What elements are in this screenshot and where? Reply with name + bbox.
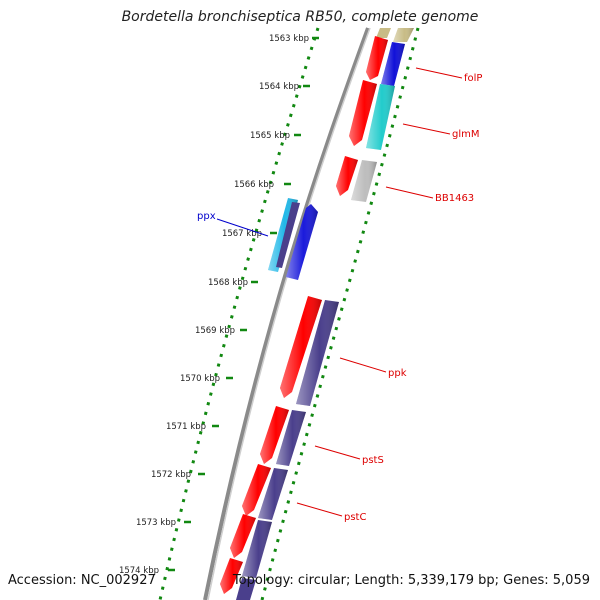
tick-label-1569: 1569 kbp (195, 326, 235, 336)
gene-label-ppx: ppx (197, 211, 216, 222)
gene-cds-5-shade (260, 406, 289, 464)
gene-ppx-partner (276, 202, 300, 268)
gene-olive-top-a (376, 28, 391, 38)
tick-label-1568: 1568 kbp (208, 278, 248, 288)
gene-label-ppk: ppk (388, 368, 407, 379)
tick-label-1563: 1563 kbp (269, 34, 309, 44)
map-title: Bordetella bronchiseptica RB50, complete… (121, 9, 479, 25)
ppx-leader (216, 218, 269, 237)
tick-label-1571: 1571 kbp (166, 422, 206, 432)
gene-ppk-shade (296, 300, 339, 406)
gene-pstS-shade (276, 410, 306, 466)
gene-label-folP: folP (464, 73, 482, 84)
gene-label-pstC: pstC (344, 512, 366, 523)
gene-cds-8-shade (220, 558, 243, 594)
tick-label-1572: 1572 kbp (151, 470, 191, 480)
gene-pstC-shade (258, 468, 288, 520)
gene-operon-8 (236, 578, 256, 600)
tick-label-1564: 1564 kbp (259, 82, 299, 92)
gene-cds-3-shade (336, 156, 358, 196)
gene-cds-1-shade (366, 36, 388, 80)
genome-summary-text: Topology: circular; Length: 5,339,179 bp… (232, 573, 590, 588)
backbone-arc (203, 27, 370, 600)
gene-BB1463-shade (351, 160, 377, 202)
tick-label-1566: 1566 kbp (234, 180, 274, 190)
accession-text: Accession: NC_002927 (8, 573, 156, 588)
gene-cds-6-shade (242, 464, 271, 516)
gene-cds-2-shade (349, 80, 377, 146)
gene-operon-7-shade (242, 520, 272, 578)
outer-dotted-ring (158, 27, 320, 600)
gene-glmM-shade (366, 84, 395, 150)
tick-label-1567: 1567 kbp (222, 229, 262, 239)
tick-label-1570: 1570 kbp (180, 374, 220, 384)
gene-folP-shade (381, 42, 405, 86)
gene-cds-7-shade (230, 514, 256, 558)
gene-label-glmM: glmM (452, 129, 480, 140)
gene-label-pstS: pstS (362, 455, 384, 466)
gene-olive-top-b-shade (393, 28, 414, 42)
tick-label-1573: 1573 kbp (136, 518, 176, 528)
gene-label-BB1463: BB1463 (435, 193, 474, 204)
gene-ppx-dark-shade (286, 204, 318, 280)
tick-label-1574: 1574 kbp (119, 566, 159, 576)
gene-cds-4-shade (280, 296, 322, 398)
label-leaders (296, 67, 463, 517)
scale-ticks (168, 36, 319, 572)
tick-label-1565: 1565 kbp (250, 131, 290, 141)
